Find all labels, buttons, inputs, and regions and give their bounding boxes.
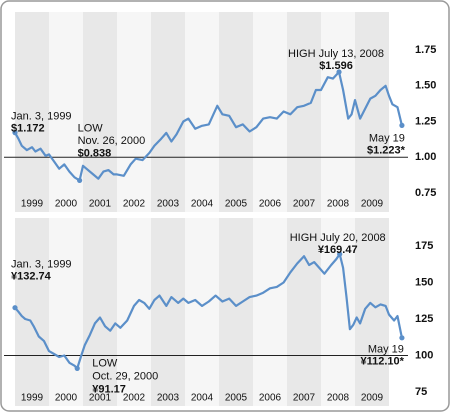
year-label: 2002 — [123, 199, 146, 210]
line-series — [14, 253, 403, 370]
year-band — [151, 12, 185, 212]
year-label: 2003 — [157, 393, 180, 404]
year-band — [219, 218, 253, 406]
annotation-text: ¥169.47 — [318, 244, 358, 256]
annotation-dot — [399, 122, 405, 128]
year-label: 2006 — [259, 199, 282, 210]
year-label: 2007 — [293, 199, 316, 210]
annotation-text: LOW — [92, 357, 118, 369]
annotation-text: HIGH July 13, 2008 — [288, 48, 384, 60]
annotation-text: May 19 — [368, 344, 404, 356]
year-band — [49, 218, 83, 406]
annotation-dot — [337, 251, 343, 257]
annotation-text: $1.223* — [367, 144, 406, 156]
annotation-dot — [74, 365, 80, 371]
year-label: 1999 — [21, 199, 44, 210]
year-band — [83, 218, 117, 406]
y-tick-label: 1.50 — [415, 80, 436, 92]
annotation-text: May 19 — [369, 132, 405, 144]
y-tick-label: 1.75 — [415, 44, 436, 56]
year-band — [83, 12, 117, 212]
year-band — [151, 218, 185, 406]
y-tick-label: 125 — [415, 313, 433, 325]
year-label: 2000 — [55, 393, 78, 404]
year-label: 2002 — [123, 393, 146, 404]
year-label: 2005 — [225, 199, 248, 210]
year-label: 2008 — [327, 393, 350, 404]
year-label: 2004 — [191, 199, 214, 210]
year-label: 2008 — [327, 199, 350, 210]
y-tick-label: 1.25 — [415, 115, 436, 127]
year-band — [287, 218, 321, 406]
annotation-dot — [77, 177, 83, 184]
year-label: 2000 — [55, 199, 78, 210]
year-label: 2001 — [89, 199, 112, 210]
year-band — [253, 12, 287, 212]
y-tick-label: 150 — [415, 276, 433, 288]
year-band — [321, 218, 355, 406]
year-label: 2001 — [89, 393, 112, 404]
y-tick-label: 175 — [415, 240, 433, 252]
y-tick-label: 75 — [415, 386, 427, 398]
year-band — [355, 218, 389, 406]
year-label: 2005 — [225, 393, 248, 404]
annotation-text: ¥91.17 — [92, 383, 126, 395]
annotation-dot — [399, 335, 405, 341]
year-label: 2009 — [361, 199, 384, 210]
annotation-dot — [12, 305, 18, 311]
year-label: 1999 — [21, 393, 44, 404]
annotation-text: $1.596 — [319, 60, 353, 72]
annotation-text: Jan. 3, 1999 — [11, 259, 72, 271]
y-tick-label: 1.00 — [415, 151, 436, 163]
year-band — [355, 12, 389, 212]
year-label: 2007 — [293, 393, 316, 404]
annotation-text: ¥112.10* — [360, 356, 404, 368]
annotation-text: $1.172 — [11, 123, 45, 135]
y-tick-label: 100 — [415, 349, 433, 361]
year-band — [15, 218, 49, 406]
year-band — [219, 12, 253, 212]
annotation-text: ¥132.74 — [11, 271, 52, 283]
annotation-text: Nov. 26, 2000 — [78, 135, 146, 147]
year-band — [117, 218, 151, 406]
annotation-text: HIGH July 20, 2008 — [290, 232, 386, 244]
year-label: 2003 — [157, 199, 180, 210]
annotation-text: Jan. 3, 1999 — [11, 111, 72, 123]
year-band — [117, 12, 151, 212]
year-label: 2004 — [191, 393, 214, 404]
y-tick-label: 0.75 — [415, 187, 436, 199]
year-label: 2006 — [259, 393, 282, 404]
line-series — [14, 70, 403, 182]
annotation-text: $0.838 — [78, 147, 112, 159]
year-band — [321, 12, 355, 212]
year-band — [185, 218, 219, 406]
year-label: 2009 — [361, 393, 384, 404]
annotation-text: Oct. 29, 2000 — [92, 370, 158, 382]
annotation-dot — [12, 130, 18, 136]
year-band — [15, 12, 49, 212]
year-band — [253, 218, 287, 406]
annotation-dot — [336, 69, 342, 75]
annotation-text: LOW — [78, 122, 104, 134]
